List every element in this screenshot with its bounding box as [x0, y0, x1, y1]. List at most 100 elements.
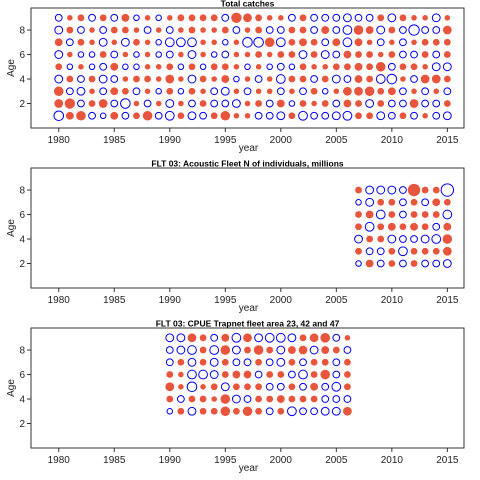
bubble-negative [298, 50, 308, 59]
bubble-positive [288, 383, 296, 391]
bubble-negative [242, 36, 253, 48]
bubble-negative [54, 74, 64, 84]
bubble-negative [365, 99, 375, 108]
bubble-negative [176, 395, 185, 403]
bubble-negative [155, 14, 162, 22]
bubble-positive [255, 51, 262, 58]
bubble-positive [332, 38, 341, 47]
bubble-positive [354, 75, 363, 83]
bubble-negative [265, 26, 274, 34]
bubble-negative [321, 395, 330, 403]
bubble-negative [187, 357, 197, 367]
x-tick-label: 1995 [214, 135, 237, 146]
bubble-positive [277, 407, 285, 415]
bubble-positive [288, 38, 296, 46]
bubble-negative [155, 51, 162, 58]
bubble-negative [110, 50, 119, 59]
bubble-negative [332, 99, 341, 108]
bubble-negative [53, 110, 65, 122]
bubble-negative [410, 75, 418, 83]
bubble-positive [133, 100, 140, 107]
bubble-negative [65, 38, 74, 47]
bubble-positive [310, 395, 318, 403]
bubble-negative [110, 13, 119, 22]
x-tick-label: 2000 [270, 295, 293, 306]
bubble-positive [442, 246, 452, 256]
bubble-negative [376, 247, 385, 256]
bubble-positive [67, 51, 73, 58]
bubble-positive [188, 395, 196, 403]
bubble-negative [432, 99, 441, 108]
bubble-positive [111, 39, 118, 46]
x-tick-label: 2010 [381, 455, 404, 466]
bubble-positive [266, 88, 273, 95]
bubble-positive [366, 112, 374, 120]
y-tick-label: 8 [19, 26, 25, 37]
bubble-negative [399, 198, 407, 207]
bubble-positive [77, 38, 85, 46]
bubble-positive [422, 15, 428, 21]
bubble-positive [364, 86, 375, 97]
bubble-negative [210, 87, 219, 96]
bubble-positive [355, 186, 362, 194]
bubble-positive [187, 333, 197, 343]
bubble-positive [188, 26, 196, 34]
bubble-positive [411, 39, 417, 46]
bubble-positive [199, 346, 207, 354]
bubble-negative [187, 111, 197, 121]
bubble-negative [98, 74, 108, 84]
bubble-positive [221, 333, 230, 342]
bubble-negative [164, 37, 175, 48]
bubble-negative [276, 111, 286, 121]
bubble-positive [255, 14, 262, 22]
bubble-positive [210, 14, 218, 22]
bubble-positive [199, 100, 207, 107]
bubble-positive [355, 211, 362, 218]
bubble-positive [88, 75, 96, 83]
bubble-positive [354, 86, 363, 96]
bubble-positive [211, 27, 217, 33]
bubble-positive [133, 112, 140, 120]
bubble-positive [289, 88, 295, 95]
bubble-positive [377, 223, 385, 231]
x-tick-label: 1990 [159, 455, 182, 466]
bubble-positive [321, 100, 329, 107]
bubble-negative [321, 111, 330, 120]
bubble-positive [355, 247, 362, 255]
bubble-positive [310, 38, 318, 46]
bubble-positive [388, 247, 396, 255]
bubble-positive [399, 14, 407, 22]
bubble-positive [264, 37, 275, 48]
bubble-positive [355, 223, 362, 231]
bubble-positive [399, 63, 407, 71]
y-tick-label: 6 [19, 50, 25, 61]
bubble-negative [164, 110, 175, 121]
bubble-negative [77, 26, 85, 34]
bubble-positive [110, 26, 118, 34]
bubble-negative [298, 110, 308, 121]
x-tick-label: 1995 [214, 455, 237, 466]
bubble-positive [266, 76, 273, 82]
chart-panel-2: FLT 03: Acoustic Fleet N of individuals,… [6, 159, 465, 314]
bubble-positive [144, 75, 151, 83]
bubble-positive [266, 346, 274, 354]
bubble-negative [243, 87, 252, 96]
x-tick-label: 2015 [436, 455, 459, 466]
bubble-positive [366, 63, 374, 71]
bubble-positive [99, 14, 107, 22]
chart-title: Total catches [221, 0, 275, 9]
bubble-positive [410, 211, 418, 218]
bubble-negative [65, 87, 74, 96]
bubble-positive [353, 25, 364, 35]
bubble-positive [220, 110, 231, 121]
bubble-negative [266, 63, 273, 71]
chart-panel-1: Total catches 1980 1985 1990 1995 2000 2005 201… [6, 0, 465, 154]
bubble-positive [233, 64, 240, 70]
bubble-negative [176, 345, 186, 355]
bubble-negative [276, 357, 286, 367]
chart-panel-3: FLT 03: CPUE Trapnet fleet area 23, 42 a… [6, 319, 465, 474]
bubble-negative [310, 75, 319, 83]
y-tick-label: 6 [19, 210, 25, 221]
bubble-positive [211, 39, 217, 46]
bubble-negative [420, 234, 430, 244]
